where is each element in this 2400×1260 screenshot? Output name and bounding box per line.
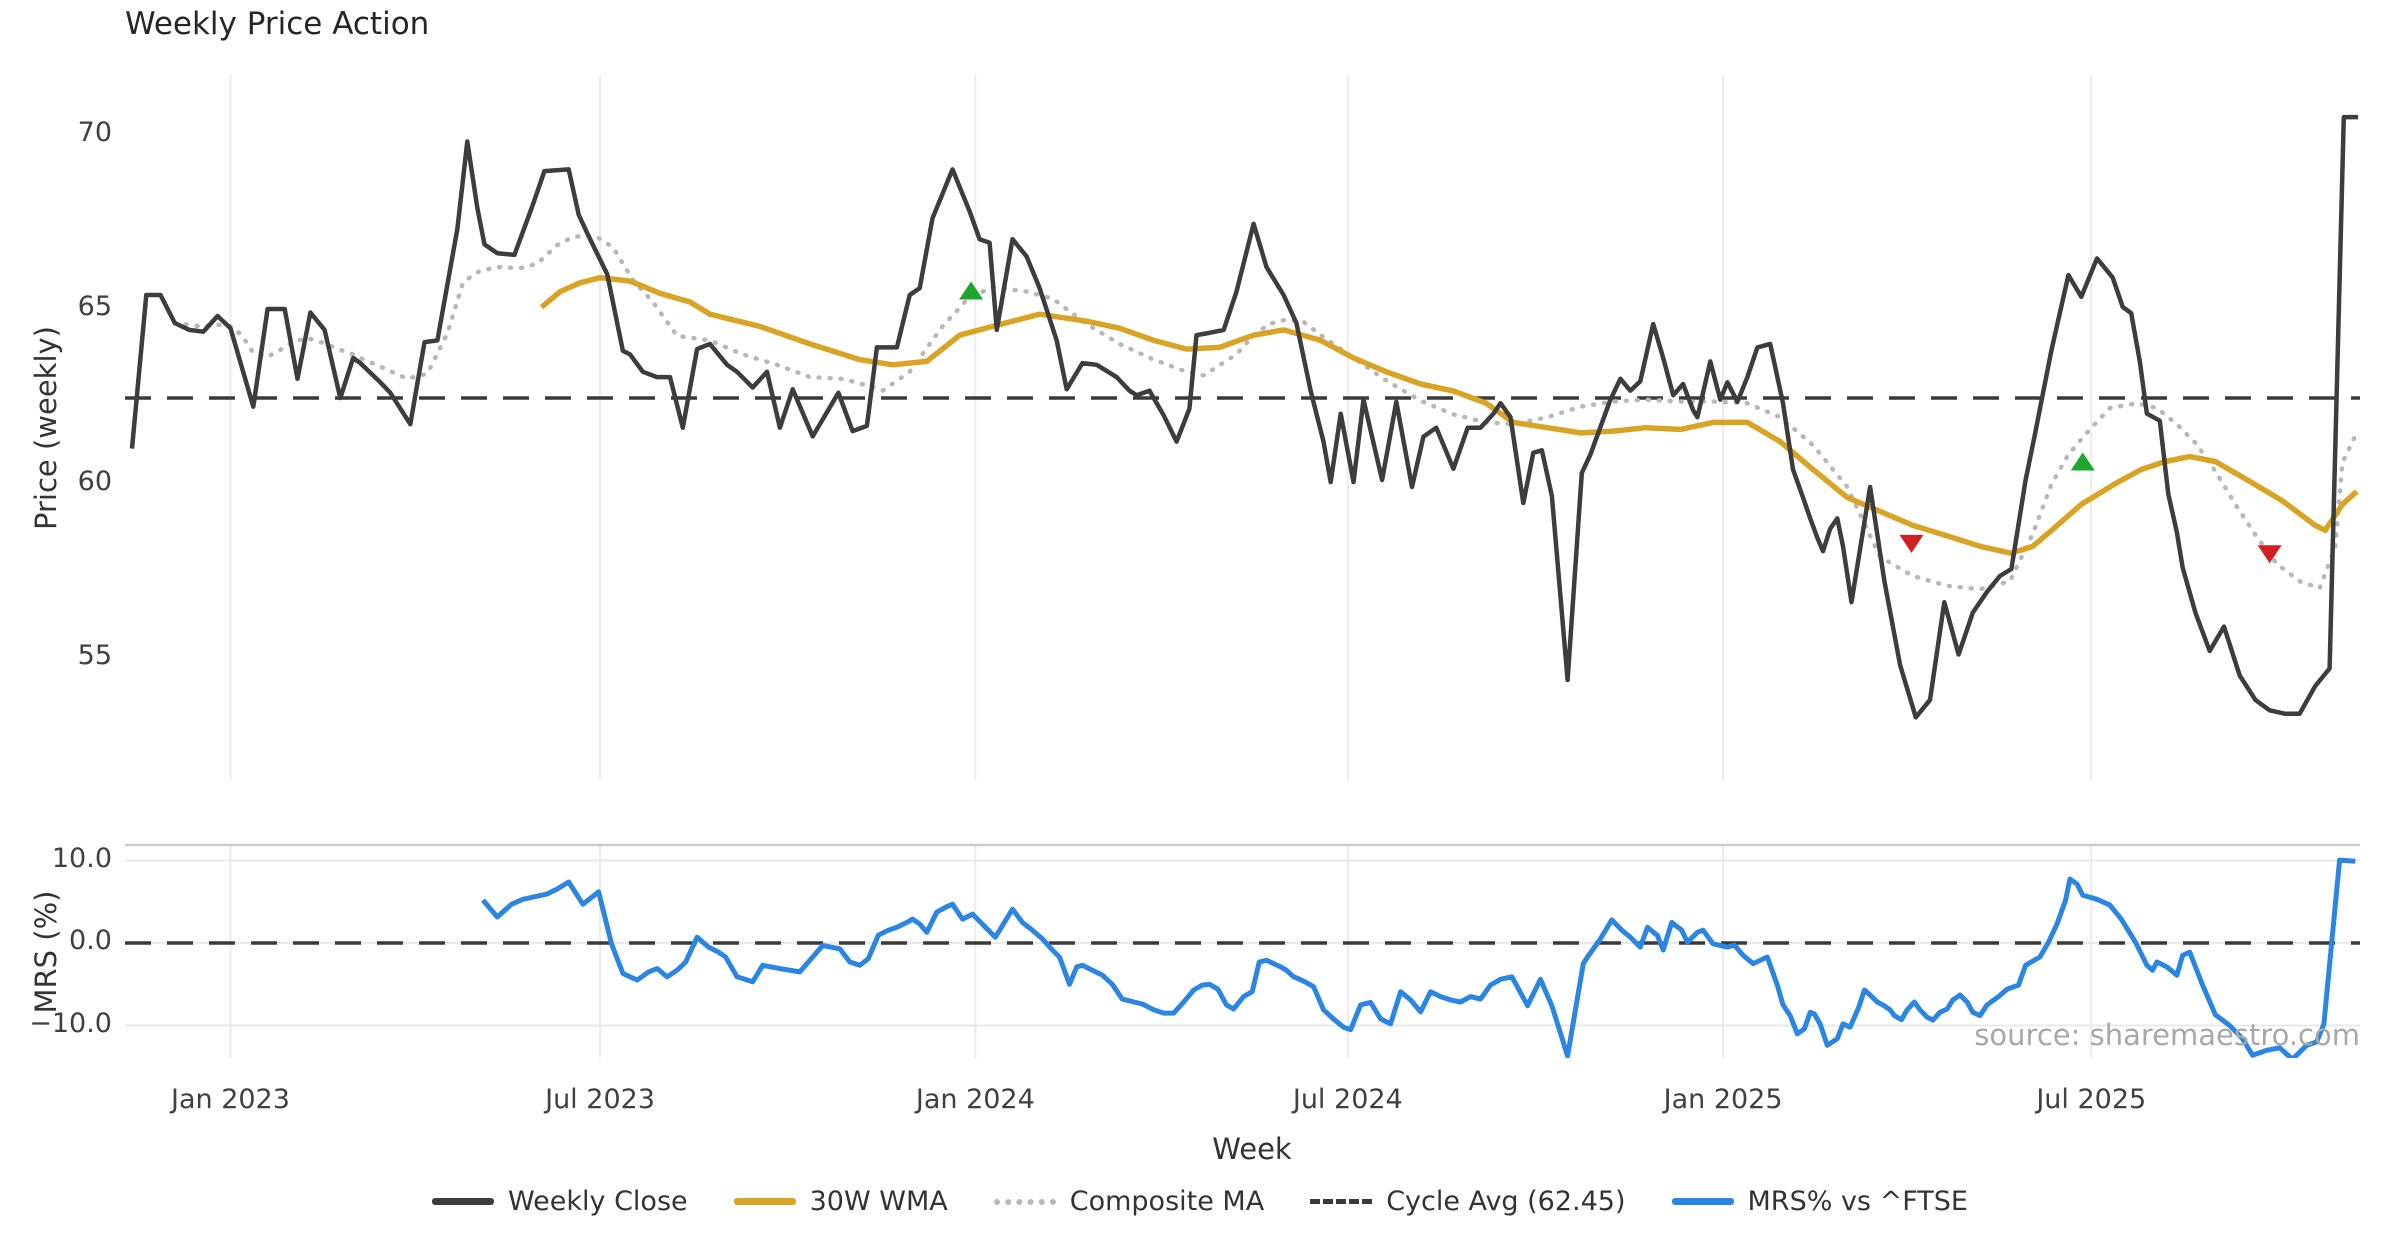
legend-swatch-dotted-icon (993, 1198, 1056, 1205)
legend-swatch-solid-icon (733, 1198, 796, 1205)
price-tick-label: 65 (77, 291, 112, 322)
legend-swatch-dashed-icon (1310, 1199, 1373, 1204)
price-tick-label: 55 (77, 640, 112, 671)
page-title: Weekly Price Action (125, 6, 430, 42)
series-weekly-close (129, 114, 2359, 720)
chart-legend: Weekly Close 30W WMA Composite MA Cycle Avg… (0, 1186, 2400, 1217)
x-tick-label: Jul 2023 (545, 1084, 655, 1115)
x-tick-label: Jan 2025 (1663, 1084, 1783, 1115)
legend-item-weekly-close: Weekly Close (432, 1186, 688, 1217)
legend-item-30w-wma: 30W WMA (733, 1186, 948, 1217)
mrs-tick-label: 0.0 (69, 925, 112, 956)
mrs-tick-label: −10.0 (29, 1007, 112, 1039)
source-note: source: sharemaestro.com (1974, 1018, 2360, 1052)
legend-item-mrs-vs-ftse: MRS% vs ^FTSE (1671, 1186, 1968, 1217)
legend-label: Composite MA (1069, 1186, 1265, 1217)
price-tick-label: 60 (77, 465, 112, 497)
legend-label: Weekly Close (508, 1186, 688, 1217)
legend-label: MRS% vs ^FTSE (1747, 1186, 1968, 1217)
price-axis-label: Price (weekly) (29, 325, 63, 530)
x-tick-label: Jul 2024 (1292, 1084, 1403, 1115)
x-tick-label: Jul 2025 (2036, 1084, 2147, 1115)
legend-label: Cycle Avg (62.45) (1386, 1186, 1626, 1217)
legend-swatch-solid-icon (1671, 1198, 1734, 1205)
legend-item-composite-ma: Composite MA (993, 1186, 1265, 1217)
legend-label: 30W WMA (809, 1186, 948, 1217)
series-composite-ma (172, 233, 2358, 592)
buy-signal-marker (959, 281, 984, 300)
x-axis-label: Week (1212, 1132, 1292, 1166)
x-tick-label: Jan 2024 (915, 1084, 1035, 1115)
series-30w-wma (539, 274, 2359, 557)
sell-signal-marker (1899, 534, 1924, 553)
mrs-tick-label: 10.0 (51, 842, 112, 874)
legend-item-cycle-avg-62-45-: Cycle Avg (62.45) (1310, 1186, 1626, 1217)
sell-signal-marker (2257, 545, 2282, 564)
price-tick-label: 70 (77, 116, 112, 148)
series-mrs-vs-ftse (481, 857, 2356, 1058)
buy-signal-marker (2070, 452, 2095, 471)
x-tick-label: Jan 2023 (170, 1084, 290, 1115)
legend-swatch-solid-icon (432, 1198, 495, 1205)
